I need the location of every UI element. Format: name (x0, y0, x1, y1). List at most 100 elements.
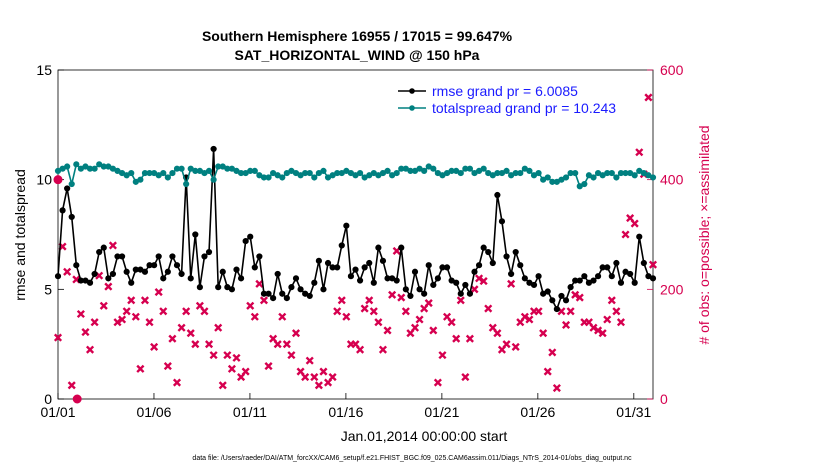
y-axis-label-right: # of obs: o=possible; ×=assimilated (696, 125, 712, 344)
y-right-tick-label: 600 (660, 62, 684, 78)
series-point-totalspread (178, 165, 185, 172)
series-point-rmse (173, 262, 181, 269)
series-point-rmse (54, 273, 62, 280)
series-point-totalspread (183, 180, 190, 188)
series-point-rmse (242, 237, 249, 245)
obs-assimilated-point (232, 353, 241, 362)
y-axis-label-left: rmse and totalspread (12, 169, 28, 301)
obs-assimilated-point (484, 304, 493, 313)
series-point-rmse (100, 244, 107, 251)
series-point-rmse (96, 248, 103, 256)
series-point-rmse (187, 275, 194, 282)
obs-assimilated-point (616, 318, 626, 327)
obs-assimilated-point (118, 315, 127, 324)
series-point-rmse (219, 268, 226, 275)
series-point-rmse (521, 275, 528, 282)
legend-marker-totalspread (409, 105, 415, 111)
series-point-rmse (430, 281, 437, 289)
obs-assimilated-point (424, 298, 433, 308)
legend-label-rmse: rmse grand pr = 6.0085 (432, 83, 578, 99)
obs-assimilated-point (635, 148, 644, 157)
series-point-totalspread (210, 176, 217, 183)
series-point-rmse (169, 253, 176, 260)
series-point-rmse (471, 268, 478, 275)
obs-assimilated-point (131, 312, 140, 321)
series-point-rmse (155, 253, 162, 260)
series-point-totalspread (562, 174, 570, 181)
obs-assimilated-point (607, 296, 616, 305)
obs-assimilated-point (452, 334, 461, 343)
obs-assimilated-point (246, 301, 255, 310)
obs-assimilated-point (333, 307, 342, 316)
obs-assimilated-point (214, 323, 223, 332)
series-point-totalspread (393, 169, 400, 177)
obs-assimilated-point (255, 279, 264, 288)
series-point-rmse (608, 273, 615, 280)
series-point-rmse (215, 284, 222, 291)
series-point-rmse (288, 284, 295, 291)
series-point-totalspread (265, 174, 272, 181)
series-point-rmse (457, 290, 464, 297)
series-point-rmse (416, 286, 423, 293)
series-point-rmse (73, 262, 80, 269)
obs-assimilated-point (191, 340, 200, 349)
obs-assimilated-point (145, 318, 154, 327)
obs-assimilated-point (314, 381, 323, 390)
series-point-totalspread (384, 167, 391, 174)
series-point-rmse (530, 281, 538, 289)
obs-assimilated-point (470, 285, 479, 294)
series-point-totalspread (535, 169, 542, 177)
obs-assimilated-point (204, 340, 214, 349)
series-point-rmse (421, 290, 428, 297)
series-point-totalspread (480, 165, 487, 172)
obs-assimilated-point (150, 342, 159, 351)
obs-assimilated-point (108, 241, 117, 250)
series-point-totalspread (649, 174, 657, 181)
series-point-rmse (640, 259, 647, 267)
series-point-rmse (617, 279, 625, 286)
obs-assimilated-point (113, 318, 122, 327)
series-point-rmse (553, 305, 560, 313)
obs-assimilated-point (447, 318, 456, 327)
series-point-rmse (160, 275, 167, 282)
obs-assimilated-point (305, 356, 314, 365)
series-point-rmse (274, 270, 281, 278)
series-point-totalspread (205, 167, 213, 174)
series-point-rmse (256, 253, 263, 260)
obs-assimilated-point (342, 312, 351, 321)
series-point-totalspread (251, 167, 258, 174)
x-tick-label: 01/21 (424, 404, 459, 420)
series-point-rmse (356, 277, 364, 284)
series-point-rmse (297, 286, 304, 293)
obs-assimilated-point (603, 315, 612, 324)
series-point-rmse (320, 286, 327, 293)
series-point-rmse (425, 262, 432, 269)
series-point-rmse (590, 277, 597, 284)
chart-title-line1: Southern Hemisphere 16955 / 17015 = 99.6… (202, 28, 513, 44)
obs-assimilated-point (548, 348, 557, 357)
series-point-rmse (443, 264, 451, 271)
obs-assimilated-point (154, 288, 163, 297)
obs-assimilated-point (644, 93, 653, 102)
obs-assimilated-point (465, 334, 474, 343)
series-point-rmse (205, 248, 213, 256)
obs-assimilated-point (598, 329, 607, 338)
series-point-totalspread (590, 174, 597, 181)
series-point-totalspread (613, 174, 620, 181)
plot-area: 0 5 10 15 0 200 400 600 01/01 01/06 01/11 01/16 01/2… (36, 62, 683, 420)
series-point-rmse (109, 270, 117, 278)
series-point-rmse (402, 286, 409, 293)
obs-assimilated-point (479, 277, 488, 286)
series-point-totalspread (517, 169, 524, 177)
obs-assimilated-point (571, 290, 580, 299)
obs-assimilated-point (287, 351, 296, 360)
obs-assimilated-point (383, 326, 392, 335)
series-point-rmse (366, 259, 373, 267)
obs-assimilated-point (493, 329, 502, 338)
x-tick-label: 01/26 (520, 404, 555, 420)
series-point-rmse (370, 279, 377, 286)
series-point-rmse (485, 248, 492, 256)
obs-assimilated-point (99, 301, 108, 310)
obs-assimilated-point (525, 315, 534, 324)
series-point-rmse (631, 279, 638, 286)
